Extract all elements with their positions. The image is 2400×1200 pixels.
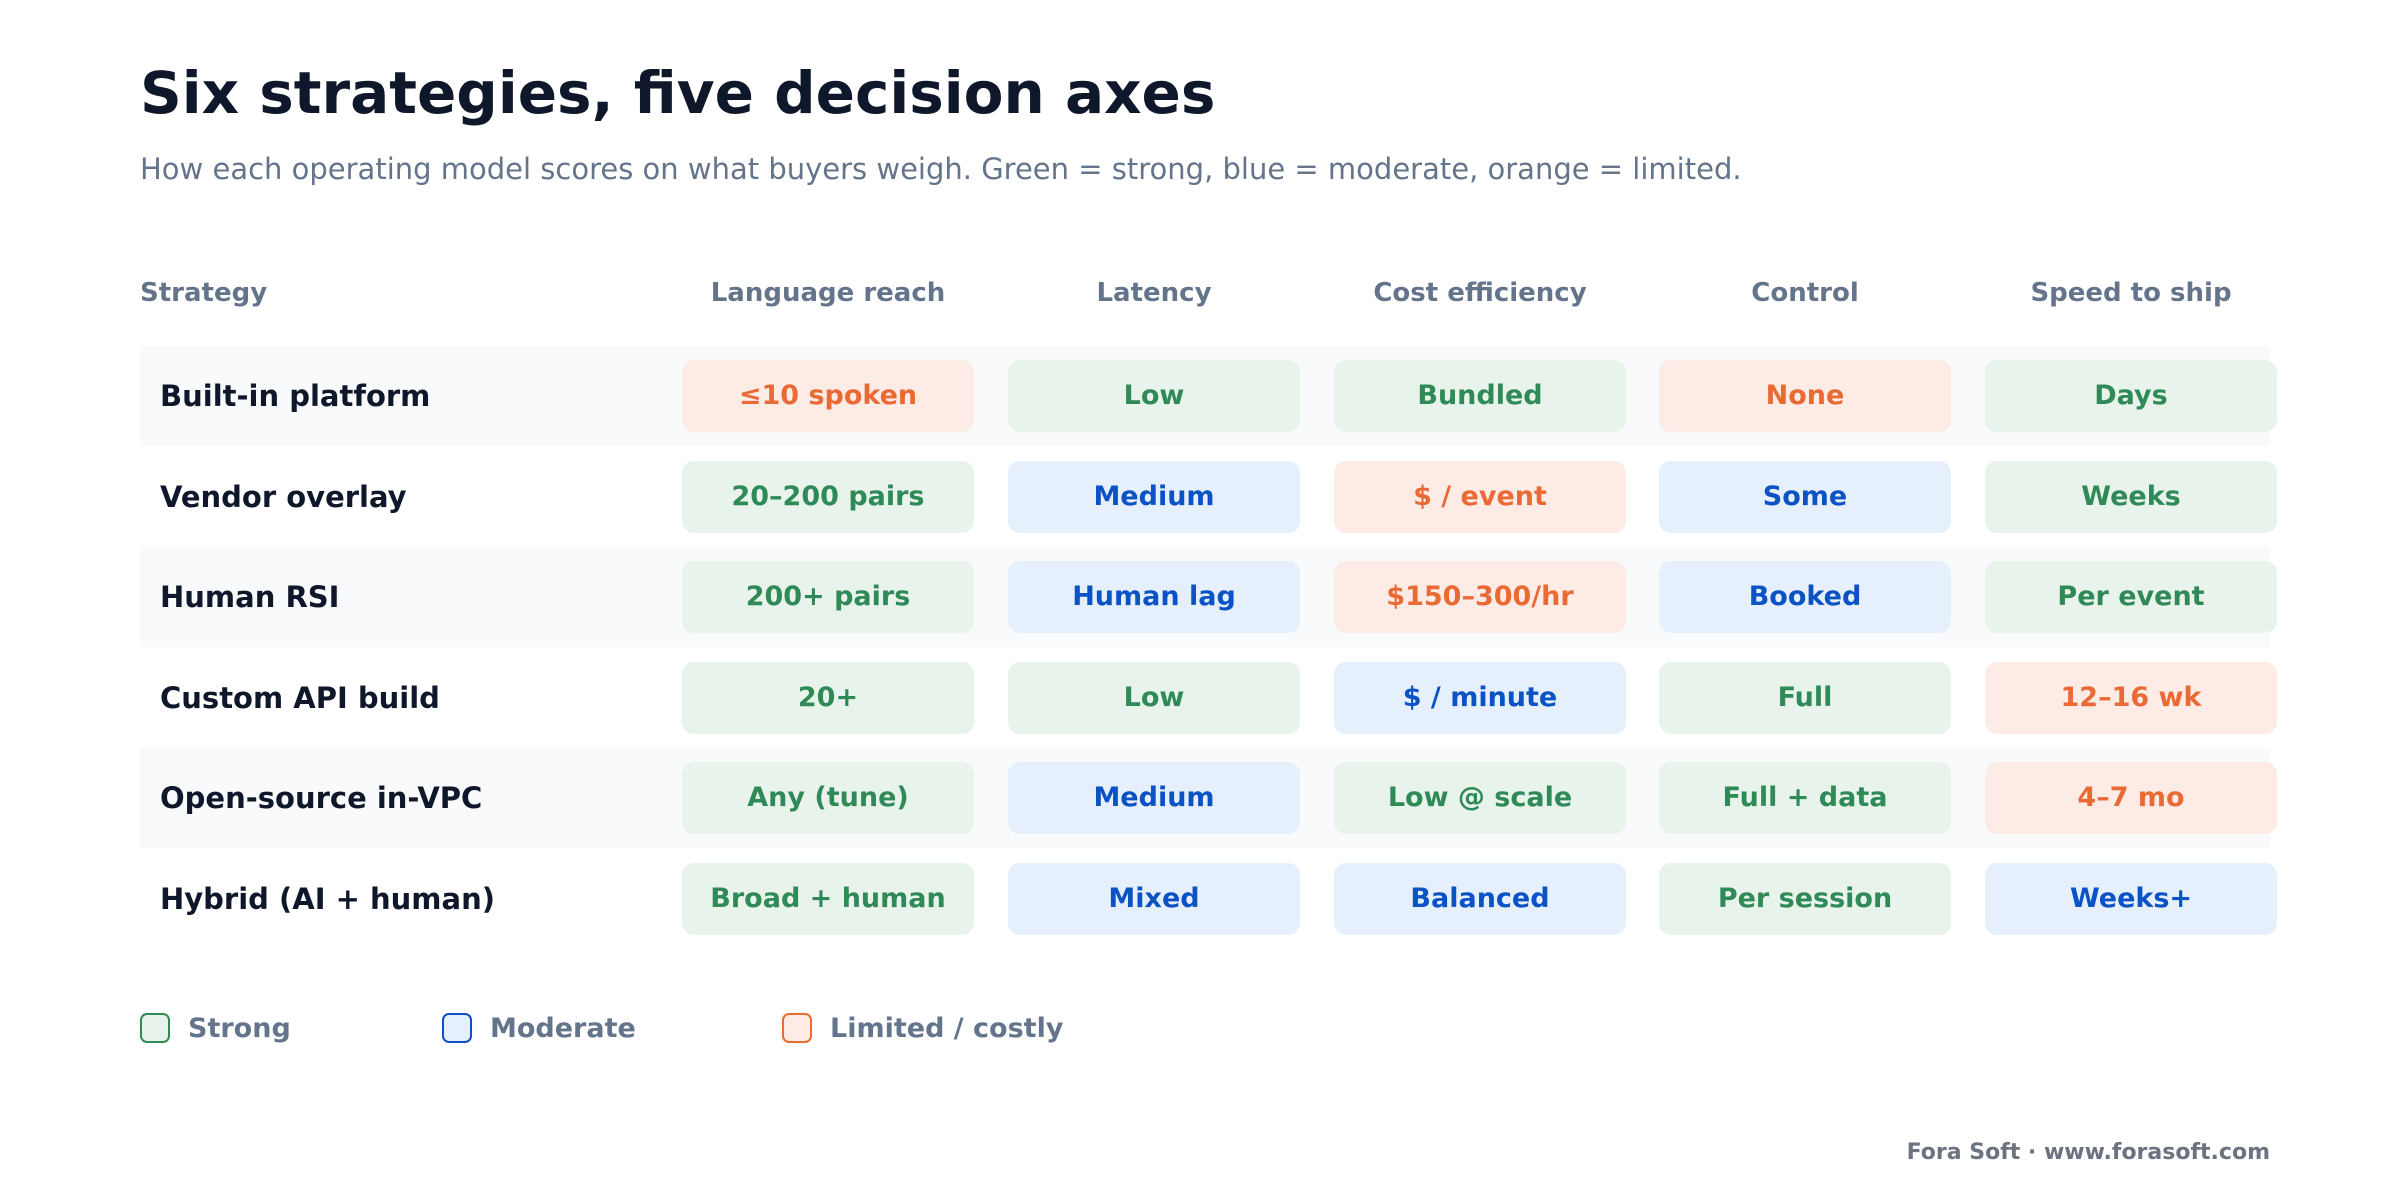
chart-subtitle: How each operating model scores on what … [140,152,1742,186]
rating-cell: $ / minute [1334,662,1626,734]
rating-cell: 20+ [682,662,974,734]
rating-cell: 200+ pairs [682,561,974,633]
strategy-label: Hybrid (AI + human) [160,882,495,916]
legend-swatch [442,1013,472,1043]
column-header-0: Language reach [710,278,946,308]
rating-cell: Full [1659,662,1951,734]
legend-swatch [140,1013,170,1043]
rating-cell: None [1659,360,1951,432]
rating-cell: Mixed [1008,863,1300,935]
table-row: Built-in platform ≤10 spoken Low Bundled Non… [140,346,2277,446]
rating-cell: $150–300/hr [1334,561,1626,633]
rating-cell: 20–200 pairs [682,461,974,533]
rating-cell: Days [1985,360,2277,432]
rating-cell: Per session [1659,863,1951,935]
rating-cell: Per event [1985,561,2277,633]
rating-cell: 4–7 mo [1985,762,2277,834]
rating-cell: Medium [1008,461,1300,533]
legend-swatch [782,1013,812,1043]
rating-cell: Medium [1008,762,1300,834]
footer-credit: Fora Soft · www.forasoft.com [1906,1140,2270,1165]
strategy-label: Custom API build [160,681,440,715]
rating-cell: ≤10 spoken [682,360,974,432]
rating-cell: Balanced [1334,863,1626,935]
legend-label: Limited / costly [830,1013,1064,1044]
legend: Strong Moderate Limited / costly [140,1012,1340,1048]
strategy-label: Human RSI [160,580,340,614]
table-row: Human RSI 200+ pairs Human lag $150–300/hr B… [140,547,2277,647]
header-strategy: Strategy [140,278,268,308]
table-row: Vendor overlay 20–200 pairs Medium $ / even… [140,447,2277,547]
strategy-label: Vendor overlay [160,480,407,514]
rating-cell: Weeks [1985,461,2277,533]
rating-cell: Full + data [1659,762,1951,834]
rating-cell: Low [1008,360,1300,432]
rating-cell: Booked [1659,561,1951,633]
rating-cell: Low @ scale [1334,762,1626,834]
rating-cell: 12–16 wk [1985,662,2277,734]
table-row: Custom API build 20+ Low $ / minute Full 12–1… [140,648,2277,748]
table-row: Open-source in-VPC Any (tune) Medium Low @ … [140,748,2277,848]
column-header-1: Latency [1096,278,1212,308]
rating-cell: Some [1659,461,1951,533]
rating-cell: Any (tune) [682,762,974,834]
rating-cell: Bundled [1334,360,1626,432]
chart-title: Six strategies, five decision axes [140,59,1216,127]
table-header: Strategy Language reach Latency Cost effic… [140,278,2270,308]
column-header-4: Speed to ship [2030,278,2232,308]
column-header-2: Cost efficiency [1373,278,1587,308]
strategy-label: Built-in platform [160,379,431,413]
rating-cell: Low [1008,662,1300,734]
strategy-label: Open-source in-VPC [160,781,483,815]
table-row: Hybrid (AI + human) Broad + human Mixed Bal… [140,849,2277,949]
rating-cell: Human lag [1008,561,1300,633]
legend-label: Strong [188,1013,291,1044]
rating-cell: Weeks+ [1985,863,2277,935]
rating-cell: $ / event [1334,461,1626,533]
column-header-3: Control [1751,278,1859,308]
rating-cell: Broad + human [682,863,974,935]
legend-label: Moderate [490,1013,636,1044]
